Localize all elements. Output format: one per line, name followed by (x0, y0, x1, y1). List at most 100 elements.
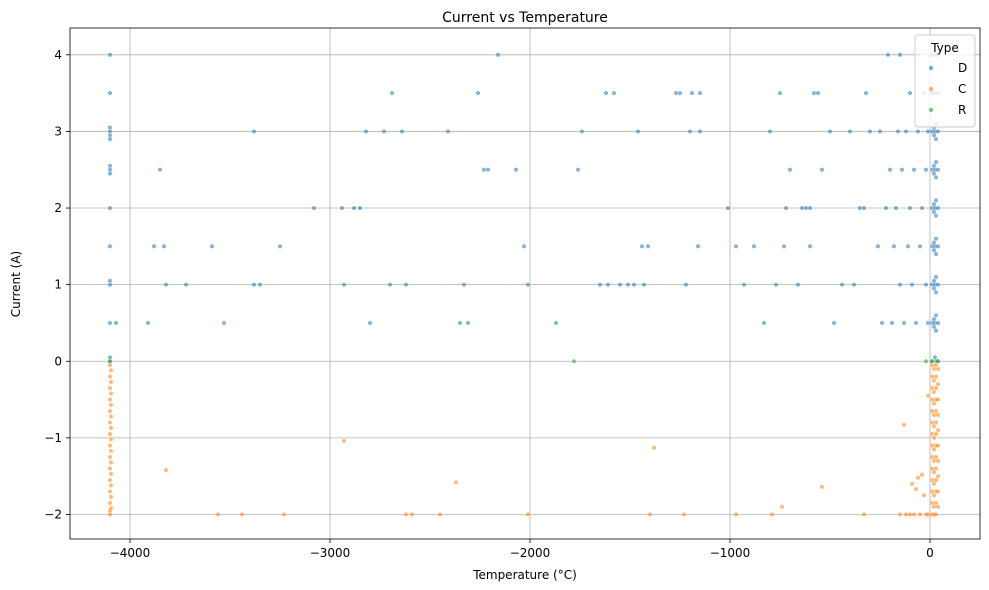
data-point (381, 129, 387, 134)
data-point (107, 408, 113, 414)
data-point (107, 320, 113, 326)
data-point (901, 320, 907, 326)
data-point (901, 422, 907, 428)
data-point (931, 481, 937, 487)
data-point (827, 129, 833, 134)
data-point (933, 500, 939, 506)
data-point (107, 205, 113, 211)
data-point (931, 469, 937, 475)
data-point (783, 205, 789, 211)
data-point (903, 512, 909, 517)
data-point (787, 167, 793, 173)
data-point (935, 427, 941, 433)
data-point (108, 379, 114, 385)
y-tick-label: 0 (54, 354, 62, 368)
data-point (925, 320, 931, 326)
data-point (857, 205, 863, 211)
data-point (803, 205, 809, 211)
data-point (933, 477, 939, 483)
data-point (625, 282, 631, 287)
x-axis: −4000 −3000 −2000 −1000 0 (110, 539, 934, 560)
data-point (915, 475, 921, 481)
data-point (935, 282, 941, 287)
data-point (933, 466, 939, 471)
legend-marker (928, 86, 934, 92)
data-point (107, 243, 113, 249)
data-point (571, 358, 577, 364)
data-point (725, 205, 731, 211)
data-point (811, 90, 817, 96)
data-point (921, 492, 927, 498)
data-point (107, 171, 113, 176)
data-point (108, 471, 114, 477)
data-point (895, 129, 901, 134)
data-point (931, 389, 937, 395)
data-point (311, 205, 317, 211)
data-point (107, 358, 113, 364)
legend-label: R (958, 103, 966, 117)
y-tick-label: 4 (54, 48, 62, 62)
series-d (107, 52, 941, 364)
data-point (867, 129, 873, 134)
data-point (215, 512, 221, 517)
data-point (935, 458, 941, 464)
data-point (807, 205, 813, 211)
data-point (913, 320, 919, 326)
data-point (108, 391, 114, 396)
data-point (919, 472, 925, 477)
data-point (819, 167, 825, 173)
data-point (457, 320, 463, 326)
data-point (917, 243, 923, 249)
data-point (107, 136, 113, 142)
data-point (931, 492, 937, 498)
data-point (107, 443, 113, 448)
series-r (107, 358, 941, 364)
data-point (819, 484, 825, 490)
data-point (903, 129, 909, 134)
data-point (933, 454, 939, 460)
series-c (107, 362, 941, 517)
data-point (839, 282, 845, 287)
data-point (769, 512, 775, 517)
data-point (525, 282, 531, 287)
data-point (931, 424, 937, 429)
data-point (897, 512, 903, 517)
legend-label: D (958, 61, 967, 75)
data-point (597, 282, 603, 287)
data-point (108, 448, 114, 454)
data-point (251, 129, 257, 134)
data-point (751, 243, 757, 249)
data-point (935, 381, 941, 387)
data-point (481, 167, 487, 173)
data-point (925, 129, 931, 134)
data-point (647, 512, 653, 517)
data-point (781, 243, 787, 249)
data-point (931, 435, 937, 441)
data-point (773, 282, 779, 287)
data-point (367, 320, 373, 326)
data-point (513, 167, 519, 173)
data-point (107, 477, 113, 483)
data-point (575, 167, 581, 173)
data-point (933, 198, 939, 203)
data-point (461, 282, 467, 287)
data-point (145, 320, 151, 326)
chart-title: Current vs Temperature (442, 10, 608, 26)
data-point (767, 129, 773, 134)
data-point (357, 205, 363, 211)
data-point (251, 282, 257, 287)
y-tick-label: 1 (54, 278, 62, 292)
data-point (933, 274, 939, 280)
legend: Type DCR (914, 34, 976, 128)
data-point (635, 129, 641, 134)
data-point (799, 205, 805, 211)
data-point (341, 438, 347, 444)
data-point (695, 243, 701, 249)
legend-title: Type (930, 41, 959, 55)
data-point (108, 437, 114, 442)
data-point (161, 243, 167, 249)
data-point (932, 355, 938, 360)
data-point (909, 481, 915, 487)
data-point (915, 129, 921, 134)
data-point (108, 368, 114, 373)
